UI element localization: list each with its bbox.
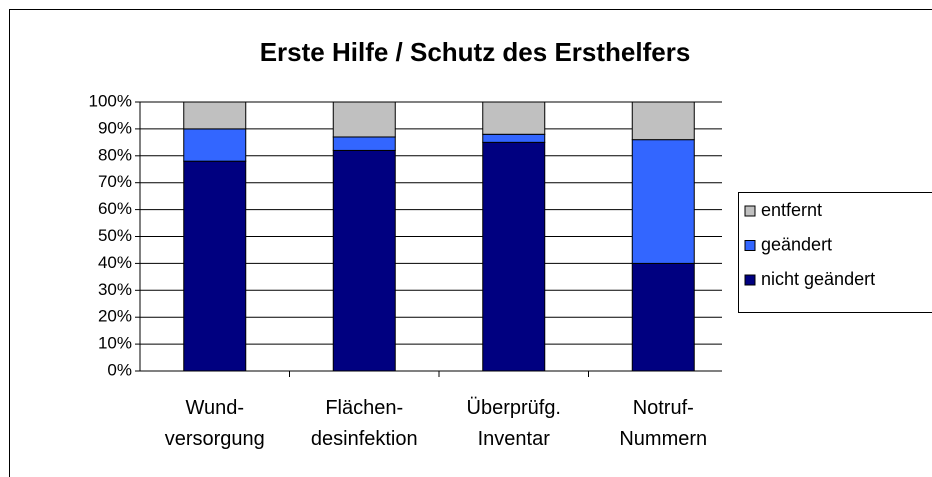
bar-segment <box>183 101 247 130</box>
chart-title: Erste Hilfe / Schutz des Ersthelfers <box>260 37 691 67</box>
bar-segment <box>332 136 396 151</box>
y-tick-label: 40% <box>98 253 132 272</box>
bar-segment <box>482 133 546 143</box>
legend-swatch <box>744 205 756 217</box>
y-tick-label: 90% <box>98 118 132 137</box>
legend-box <box>738 192 932 313</box>
bar-segment <box>631 262 695 372</box>
legend-label: geändert <box>761 234 832 254</box>
y-tick-label: 10% <box>98 334 132 353</box>
y-tick-label: 30% <box>98 280 132 299</box>
bar-segment <box>183 160 247 372</box>
bar-segment <box>631 101 695 141</box>
legend-label: entfernt <box>761 200 822 220</box>
bar-segment <box>183 128 247 162</box>
bar-segment <box>482 141 546 372</box>
bar-segment <box>631 139 695 264</box>
y-tick-label: 70% <box>98 172 132 191</box>
bar-segment <box>332 149 396 372</box>
legend-swatch <box>744 240 756 251</box>
legend-swatch <box>744 274 756 286</box>
y-tick-label: 100% <box>89 91 132 110</box>
bar-segment <box>332 101 396 138</box>
y-tick-label: 50% <box>98 226 132 245</box>
x-tick-label: Flächen- desinfektion <box>310 397 418 450</box>
x-tick-label: Notruf- Nummern <box>619 397 708 450</box>
x-tick-label: Wund- versorgung <box>164 397 265 450</box>
y-tick-label: 80% <box>98 145 132 164</box>
legend-label: nicht geändert <box>761 269 875 289</box>
x-tick-label: Überprüfg. Inventar <box>466 397 562 450</box>
bar-segment <box>482 101 546 135</box>
y-tick-label: 0% <box>107 360 132 379</box>
y-tick-label: 60% <box>98 199 132 218</box>
y-tick-label: 20% <box>98 307 132 326</box>
